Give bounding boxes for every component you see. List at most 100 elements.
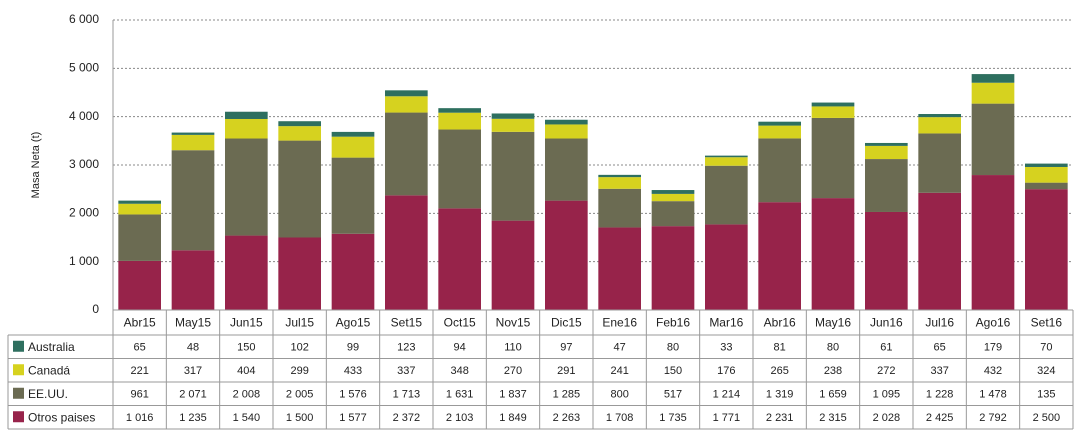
bar-segment [651, 201, 695, 227]
bar-segment [278, 140, 321, 238]
bar-segment [545, 138, 588, 201]
table-value: 800 [610, 389, 628, 401]
legend-label: EE.UU. [28, 387, 68, 401]
table-value: 961 [130, 389, 148, 401]
table-value: 179 [984, 342, 1002, 354]
bar-segment [1025, 189, 1068, 310]
bar-segment [918, 192, 961, 310]
table-value: 176 [717, 365, 735, 377]
bar-segment [651, 226, 695, 310]
table-value: 433 [344, 365, 362, 377]
table-value: 110 [504, 342, 522, 354]
bar-segment [171, 150, 215, 251]
bar-segment [491, 220, 535, 310]
table-value: 2 008 [233, 389, 261, 401]
bar-segment [811, 117, 855, 199]
y-tick-label: 2 000 [69, 206, 99, 220]
table-value: 272 [877, 365, 895, 377]
y-tick-label: 1 000 [69, 254, 99, 268]
table-value: 102 [290, 342, 308, 354]
table-value: 432 [984, 365, 1002, 377]
table-value: 1 577 [339, 412, 367, 424]
table-value: 2 071 [179, 389, 207, 401]
x-tick-label: Feb16 [656, 316, 690, 330]
table-value: 1 235 [179, 412, 207, 424]
bar-segment [1025, 163, 1068, 167]
table-value: 2 792 [979, 412, 1007, 424]
y-tick-label: 6 000 [69, 12, 99, 26]
bar-segment [491, 131, 535, 221]
table-value: 1 285 [553, 389, 581, 401]
table-value: 47 [614, 342, 626, 354]
bar-segment [811, 106, 855, 118]
bar-segment [758, 121, 801, 126]
table-value: 1 576 [339, 389, 367, 401]
table-value: 1 771 [713, 412, 741, 424]
x-tick-label: Jul15 [285, 316, 314, 330]
bar-segment [491, 118, 535, 132]
x-tick-label: Mar16 [709, 316, 743, 330]
bar-segment [758, 202, 801, 310]
table-value: 2 372 [393, 412, 421, 424]
bar-segment [331, 136, 375, 158]
table-value: 1 708 [606, 412, 634, 424]
table-value: 1 837 [499, 389, 527, 401]
bar-segment [225, 118, 268, 139]
table-value: 2 500 [1033, 412, 1061, 424]
table-value: 1 849 [499, 412, 527, 424]
bar-segment [811, 102, 855, 107]
y-tick-label: 0 [92, 302, 99, 316]
x-tick-label: Set16 [1031, 316, 1063, 330]
table-value: 1 500 [286, 412, 314, 424]
bar-segment [811, 198, 855, 310]
bar-segment [331, 157, 375, 234]
x-tick-label: Abr15 [124, 316, 156, 330]
bar-segment [705, 155, 748, 158]
bar-segment [278, 126, 321, 141]
bar-segment [438, 129, 481, 209]
bar-segment [171, 250, 215, 310]
bar-segment [865, 142, 908, 146]
bar-segment [598, 227, 641, 310]
table-value: 150 [237, 342, 255, 354]
legend-label: Otros paises [28, 410, 95, 424]
table-value: 1 540 [233, 412, 261, 424]
table-value: 1 319 [766, 389, 794, 401]
table-value: 1 016 [126, 412, 154, 424]
table-value: 1 214 [713, 389, 741, 401]
table-value: 65 [934, 342, 946, 354]
table-value: 2 231 [766, 412, 794, 424]
bar-segment [971, 74, 1015, 83]
table-value: 337 [397, 365, 415, 377]
x-tick-label: Dic15 [551, 316, 582, 330]
bar-segment [385, 112, 428, 196]
bar-segment [651, 193, 695, 202]
bar-segment [705, 165, 748, 225]
bar-segment [758, 125, 801, 139]
table-value: 348 [450, 365, 468, 377]
table-value: 123 [397, 342, 415, 354]
legend-swatch [13, 340, 24, 352]
table-value: 2 028 [873, 412, 901, 424]
table-value: 1 095 [873, 389, 901, 401]
table-value: 135 [1037, 389, 1055, 401]
bar-segment [865, 211, 908, 310]
legend-label: Canadá [28, 363, 70, 377]
table-value: 517 [664, 389, 682, 401]
table-value: 61 [880, 342, 892, 354]
bar-segment [918, 133, 961, 193]
table-value: 2 425 [926, 412, 954, 424]
x-tick-label: Oct15 [444, 316, 476, 330]
bar-segment [971, 103, 1015, 176]
table-value: 337 [930, 365, 948, 377]
legend-swatch [13, 387, 24, 399]
table-value: 238 [824, 365, 842, 377]
y-tick-label: 4 000 [69, 109, 99, 123]
bar-segment [865, 159, 908, 212]
x-tick-label: Nov15 [496, 316, 531, 330]
bar-segment [118, 200, 161, 204]
bar-segment [865, 145, 908, 160]
table-value: 2 005 [286, 389, 314, 401]
x-tick-label: Set15 [391, 316, 423, 330]
